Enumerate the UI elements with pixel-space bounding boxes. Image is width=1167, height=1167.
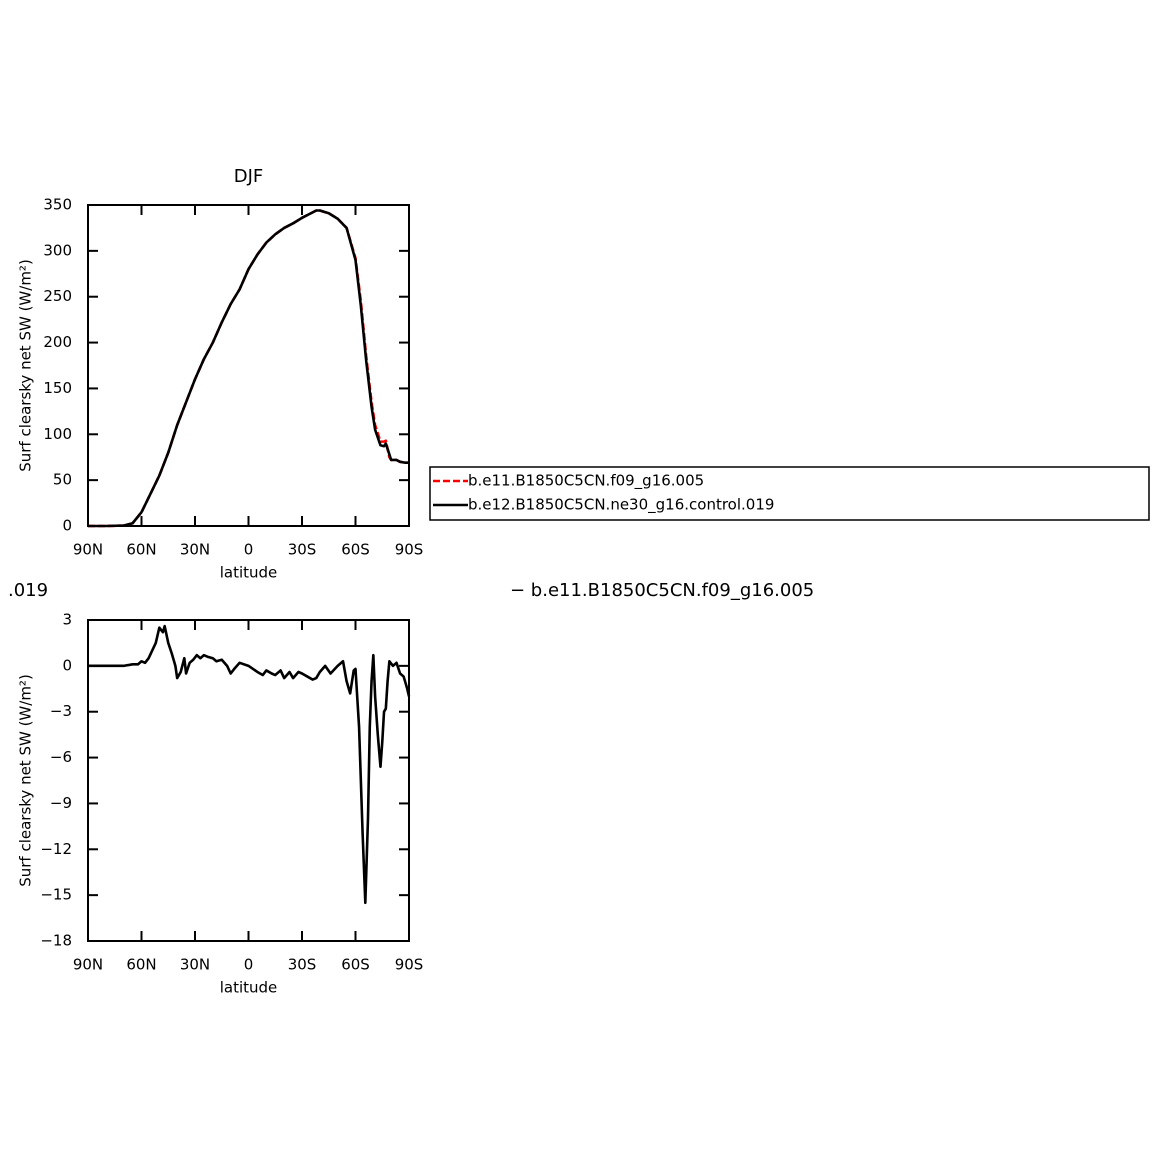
- y-tick-label: 100: [43, 425, 72, 443]
- y-tick-label: 300: [43, 241, 72, 259]
- y-tick-label: −9: [50, 794, 72, 812]
- y-tick-label: 0: [62, 656, 72, 674]
- x-tick-label: 60S: [341, 541, 370, 559]
- y-tick-label: −6: [50, 748, 72, 766]
- data-line: [88, 209, 409, 528]
- y-tick-label: −18: [40, 932, 72, 950]
- x-tick-label: 0: [244, 956, 254, 974]
- y-tick-label: −15: [40, 886, 72, 904]
- stray-text: .019: [8, 580, 48, 601]
- y-tick-label: 150: [43, 379, 72, 397]
- x-tick-label: 60N: [126, 956, 156, 974]
- y-tick-label: −3: [50, 702, 72, 720]
- plot-frame: [87, 619, 410, 942]
- x-tick-label: 30N: [180, 956, 210, 974]
- legend-label: b.e12.B1850C5CN.ne30_g16.control.019: [468, 496, 774, 515]
- x-axis-label: latitude: [220, 564, 278, 582]
- x-tick-label: 60N: [126, 541, 156, 559]
- x-tick-label: 90S: [395, 541, 424, 559]
- x-tick-label: 30S: [288, 541, 317, 559]
- y-axis-label: Surf clearsky net SW (W/m²): [17, 674, 35, 887]
- legend-box: [429, 466, 1150, 521]
- y-tick-label: 0: [62, 517, 72, 535]
- data-line: [88, 624, 411, 905]
- y-tick-label: 200: [43, 333, 72, 351]
- data-line: [88, 209, 409, 528]
- y-tick-label: 50: [53, 471, 72, 489]
- chart-title: DJF: [234, 166, 264, 187]
- x-tick-label: 90N: [73, 956, 103, 974]
- y-tick-label: 3: [62, 611, 72, 629]
- y-tick-label: 350: [43, 196, 72, 214]
- y-tick-label: −12: [40, 840, 72, 858]
- x-tick-label: 90N: [73, 541, 103, 559]
- stray-text: − b.e11.B1850C5CN.f09_g16.005: [510, 580, 814, 601]
- x-tick-label: 30S: [288, 956, 317, 974]
- x-tick-label: 30N: [180, 541, 210, 559]
- plot-frame: [87, 204, 410, 527]
- x-tick-label: 0: [244, 541, 254, 559]
- x-tick-label: 90S: [395, 956, 424, 974]
- y-tick-label: 250: [43, 287, 72, 305]
- x-axis-label: latitude: [220, 979, 278, 997]
- legend-label: b.e11.B1850C5CN.f09_g16.005: [468, 472, 704, 491]
- y-axis-label: Surf clearsky net SW (W/m²): [17, 259, 35, 472]
- x-tick-label: 60S: [341, 956, 370, 974]
